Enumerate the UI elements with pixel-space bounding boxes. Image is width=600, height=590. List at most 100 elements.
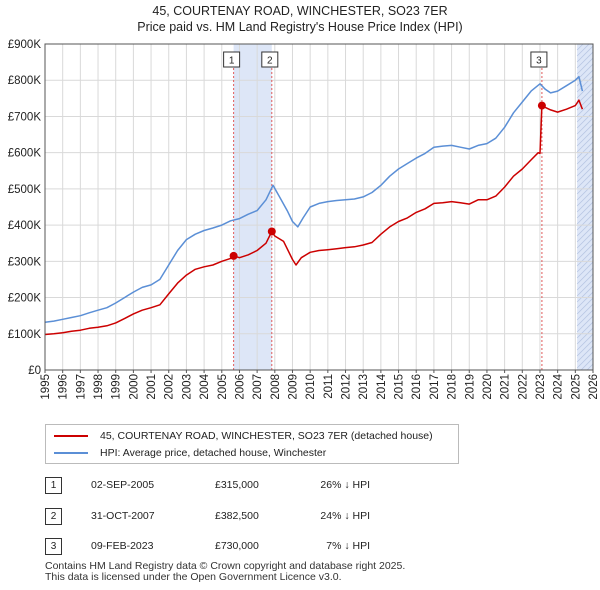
hatch-line (576, 225, 594, 243)
sale-box-1 (223, 51, 241, 68)
x-tick-label: 1997 (75, 374, 87, 400)
hatch-line (576, 129, 594, 147)
x-tick-label: 2009 (287, 374, 299, 400)
hatch-line (576, 219, 594, 237)
hatch-line (576, 51, 594, 69)
y-tick-label: £800K (8, 75, 42, 87)
y-tick-label: £400K (8, 220, 42, 232)
x-tick-label: 2006 (234, 374, 246, 400)
shaded-span-2 (577, 44, 593, 370)
x-tick-label: 2023 (535, 374, 547, 400)
sale-point-3 (537, 101, 546, 110)
x-tick-label: 2015 (394, 374, 406, 400)
hatch-line (576, 327, 594, 345)
legend-label-property: 45, COURTENAY ROAD, WINCHESTER, SO23 7ER… (100, 430, 433, 442)
hatch-line (576, 117, 594, 135)
y-tick-label: £600K (8, 148, 42, 160)
legend: 45, COURTENAY ROAD, WINCHESTER, SO23 7ER… (45, 424, 459, 464)
price-chart: 1 2 3 £0 £100K £200K £300K £400K £500K £600K £700K… (8, 39, 600, 400)
sale-box-3 (530, 51, 548, 68)
hatch-line (576, 243, 594, 261)
hatch-line (576, 123, 594, 141)
x-tick-label: 2008 (270, 374, 282, 400)
hatch-line (576, 207, 594, 225)
sale-row-1: 1 02-SEP-2005 £315,000 26% ↓ HPI (45, 477, 465, 495)
sale-box-label-1: 1 (229, 56, 235, 67)
sale-number: 1 (45, 477, 62, 494)
hatch-line (576, 237, 594, 255)
hatch-line (576, 153, 594, 171)
x-tick-label: 2021 (500, 374, 512, 400)
x-tick-label: 2017 (429, 374, 441, 400)
hatch-line (576, 303, 594, 321)
sale-row-3: 3 09-FEB-2023 £730,000 7% ↓ HPI (45, 538, 465, 556)
x-tick-label: 2011 (323, 374, 335, 399)
hatch-line (586, 363, 594, 371)
hatch-line (576, 291, 594, 309)
hatch-line (576, 159, 594, 177)
hatch-line (576, 43, 590, 57)
hatch-line (576, 141, 594, 159)
sale-hpi-diff: 7% ↓ HPI (326, 540, 370, 552)
legend-item-property: 45, COURTENAY ROAD, WINCHESTER, SO23 7ER… (54, 428, 433, 444)
hatch-line (576, 255, 594, 273)
hatch-line (576, 195, 594, 213)
x-tick-label: 2014 (376, 373, 388, 399)
hatch-line (576, 321, 594, 339)
sale-price: £315,000 (215, 479, 259, 491)
hatch-line (576, 213, 594, 231)
hatch-line (576, 43, 584, 51)
x-tick-label: 1998 (93, 374, 105, 400)
hatch-line (576, 93, 594, 111)
y-tick-label: £300K (8, 256, 42, 268)
x-tick-label: 1999 (111, 374, 123, 400)
y-tick-label: £0 (28, 365, 41, 377)
y-tick-label: £700K (8, 111, 42, 123)
series-line-property (44, 99, 584, 336)
legend-label-hpi: HPI: Average price, detached house, Winc… (100, 447, 327, 459)
hatch-line (576, 99, 594, 117)
hatch-line (576, 345, 594, 363)
hatch-line (576, 231, 594, 249)
hatch-line (576, 135, 594, 153)
x-tick-label: 2010 (305, 374, 317, 400)
sale-price: £730,000 (215, 540, 259, 552)
x-tick-label: 2002 (164, 374, 176, 400)
hatch-line (576, 273, 594, 291)
hatch-line (576, 45, 594, 63)
x-tick-label: 2022 (517, 374, 529, 400)
x-tick-label: 2013 (358, 374, 370, 400)
y-tick-label: £200K (8, 293, 42, 305)
hatch-line (576, 297, 594, 315)
chart-title-address: 45, COURTENAY ROAD, WINCHESTER, SO23 7ER (152, 4, 448, 18)
x-tick-label: 2012 (341, 374, 353, 400)
hatch-line (576, 339, 594, 357)
x-tick-label: 2007 (252, 374, 264, 400)
hatch-line (576, 315, 594, 333)
x-tick-label: 2004 (199, 373, 211, 399)
x-tick-label: 2016 (411, 374, 423, 400)
x-tick-label: 1995 (40, 374, 52, 400)
sale-number: 2 (45, 508, 62, 525)
x-tick-label: 2003 (181, 374, 193, 400)
footer-licence: This data is licensed under the Open Gov… (45, 571, 342, 583)
sale-box-label-3: 3 (536, 56, 542, 67)
sale-date: 09-FEB-2023 (91, 540, 154, 552)
hatch-line (576, 279, 594, 297)
sale-hpi-diff: 26% ↓ HPI (320, 479, 370, 491)
y-tick-label: £100K (8, 329, 42, 341)
sale-box-label-2: 2 (267, 56, 273, 67)
sale-point-2 (267, 227, 276, 236)
hatch-line (576, 171, 594, 189)
x-tick-label: 2019 (464, 374, 476, 400)
sale-hpi-diff: 24% ↓ HPI (320, 510, 370, 522)
legend-swatch-hpi (54, 452, 88, 454)
sale-point-1 (229, 251, 238, 260)
hatch-line (576, 105, 594, 123)
x-tick-label: 2018 (447, 374, 459, 400)
sale-date: 31-OCT-2007 (91, 510, 155, 522)
x-tick-label: 2024 (553, 373, 565, 399)
sale-row-2: 2 31-OCT-2007 £382,500 24% ↓ HPI (45, 508, 465, 526)
hatch-line (576, 177, 594, 195)
hatch-line (576, 285, 594, 303)
